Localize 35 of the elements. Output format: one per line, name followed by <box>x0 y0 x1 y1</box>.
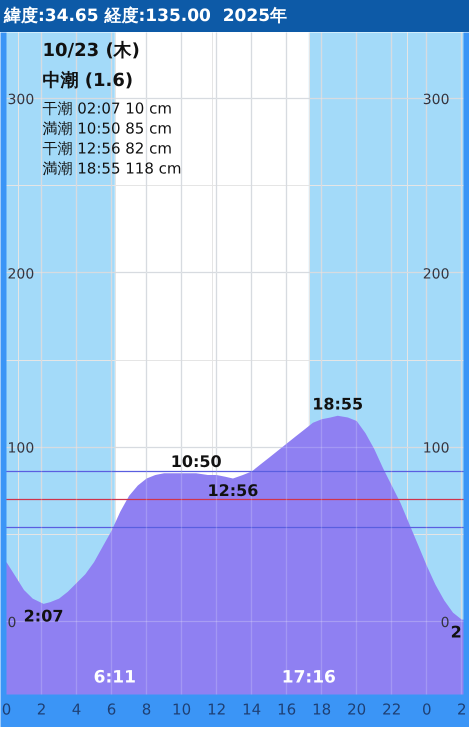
x-tick-label: 4 <box>72 700 82 718</box>
y-tick-label: 200 <box>8 266 34 282</box>
x-tick-label: 6 <box>106 700 116 718</box>
annotation: 満潮 18:55 118 cm <box>42 160 182 178</box>
annotation: 6:11 <box>94 668 136 688</box>
x-tick-label: 18 <box>312 700 332 718</box>
text: 10/23 (木) <box>42 40 140 61</box>
annotation: 干潮 12:56 82 cm <box>42 140 172 158</box>
annotation: 12:56 <box>207 480 258 500</box>
annotation: 満潮 10:50 85 cm <box>42 120 172 138</box>
y-tick-label: 300 <box>8 92 34 108</box>
x-tick-label: 16 <box>277 700 296 718</box>
y2-tick-label: 100 <box>422 440 450 457</box>
annotation: 干潮 02:07 10 cm <box>42 100 172 118</box>
x-tick-label: 8 <box>142 700 152 718</box>
x-tick-label: 22 <box>382 700 402 718</box>
annotation: 2 <box>450 622 462 642</box>
annotation: 10:50 <box>170 452 222 471</box>
x-tick-label: 0 <box>422 700 432 718</box>
annotation: 17:16 <box>282 668 336 688</box>
y2-tick-label: 200 <box>422 266 450 282</box>
y-tick-label: 100 <box>8 440 34 457</box>
x-tick-label: 2 <box>36 700 46 718</box>
y-tick-label: 0 <box>8 614 16 631</box>
annotation: 18:55 <box>312 394 364 414</box>
x-tick-label: 10 <box>172 700 192 718</box>
annotation: 2:07 <box>24 606 64 626</box>
y2-tick-label: 300 <box>422 92 450 108</box>
x-tick-label: 20 <box>347 700 366 718</box>
y2-tick-label: 0 <box>440 614 450 631</box>
x-tick-label: 12 <box>207 700 226 718</box>
x-tick-label: 2 <box>456 700 467 718</box>
chart-title: 緯度:34.65 経度:135.00 2025年 <box>4 5 288 28</box>
annotation: 中潮 (1.6) <box>42 70 134 91</box>
x-tick-label: 14 <box>242 700 262 718</box>
